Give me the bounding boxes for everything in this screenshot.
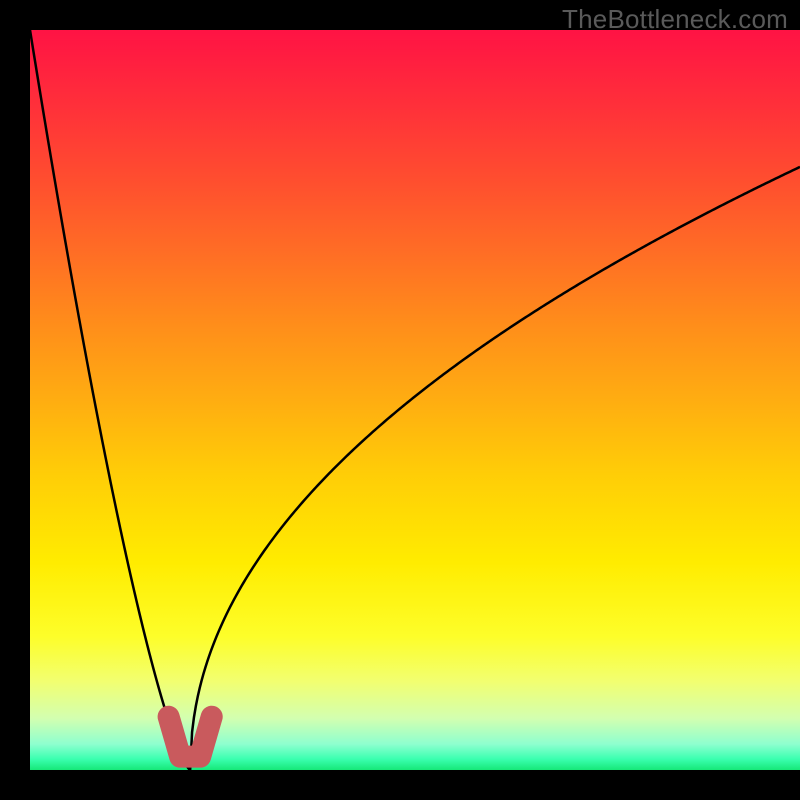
- chart-root: TheBottleneck.com: [0, 0, 800, 800]
- plot-gradient-background: [30, 30, 800, 770]
- bottom-border-bar: [0, 770, 800, 800]
- watermark-text: TheBottleneck.com: [562, 4, 788, 35]
- bottleneck-chart: [0, 0, 800, 800]
